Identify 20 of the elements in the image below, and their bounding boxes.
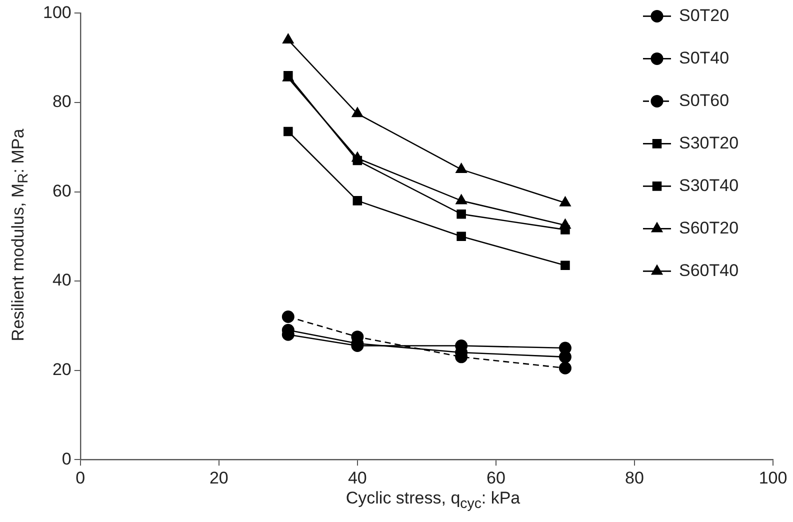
x-tick-label: 0 — [76, 468, 86, 488]
x-tick-label: 80 — [625, 468, 644, 488]
legend-label: S0T40 — [679, 48, 730, 68]
y-tick-label: 0 — [62, 449, 72, 468]
legend-label: S60T40 — [679, 260, 739, 280]
legend-label: S60T20 — [679, 218, 739, 238]
y-tick-label: 60 — [52, 181, 72, 200]
y-tick-label: 80 — [52, 92, 72, 112]
x-axis-title: Cyclic stress, q$_{cyc}$: kPa — [346, 488, 520, 512]
legend-label: S0T20 — [679, 6, 730, 25]
y-tick-label: 100 — [42, 2, 72, 22]
x-tick-label: 60 — [486, 468, 506, 488]
y-tick-label: 40 — [52, 270, 72, 290]
x-tick-label: 20 — [209, 468, 228, 488]
legend-label: S0T60 — [679, 90, 730, 110]
legend-label: S30T20 — [679, 133, 739, 152]
legend-label: S30T40 — [679, 176, 739, 195]
y-tick-label: 20 — [52, 360, 72, 380]
x-tick-label: 100 — [758, 468, 788, 488]
x-tick-label: 40 — [348, 468, 367, 488]
